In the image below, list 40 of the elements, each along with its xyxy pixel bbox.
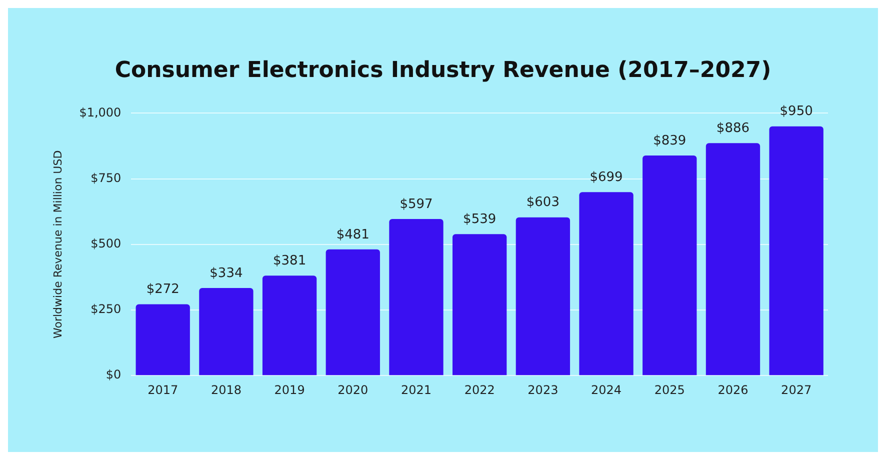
x-tick-label: 2022: [464, 382, 495, 397]
x-tick-label: 2019: [274, 382, 305, 397]
data-label: $839: [653, 133, 686, 148]
bar: [389, 218, 444, 376]
x-tick-label: 2024: [591, 382, 622, 397]
data-label: $539: [463, 212, 496, 228]
data-label: $272: [146, 282, 180, 298]
x-tick-label: 2018: [210, 382, 242, 397]
bar: [516, 217, 570, 376]
y-tick-label: $750: [90, 170, 122, 185]
bar: [452, 234, 507, 376]
bar: [579, 192, 634, 376]
bar: [199, 288, 254, 376]
x-tick-label: 2025: [654, 382, 685, 397]
y-axis-title: Worldwide Revenue in Million USD: [51, 150, 64, 338]
x-tick-label: 2020: [338, 382, 368, 397]
bar: [642, 155, 697, 376]
y-tick-label: $0: [106, 368, 122, 382]
x-tick-label: 2027: [781, 382, 812, 397]
x-tick-label: 2023: [528, 382, 558, 397]
data-label: $699: [590, 170, 623, 186]
data-label: $334: [210, 266, 243, 281]
x-tick-label: 2021: [400, 382, 432, 397]
data-label: $481: [336, 227, 370, 242]
data-label: $381: [273, 254, 306, 268]
bar: [326, 249, 380, 376]
y-tick-label: $250: [90, 302, 122, 316]
bar: [262, 276, 317, 376]
bar: [706, 143, 760, 376]
data-label: $603: [526, 195, 560, 210]
data-label: $597: [400, 196, 433, 212]
bar: [769, 126, 824, 376]
x-tick-label: 2017: [148, 382, 178, 397]
x-tick-label: 2026: [718, 382, 748, 397]
data-label: $886: [716, 120, 750, 136]
y-tick-label: $500: [90, 236, 122, 251]
y-tick-label: $1,000: [79, 105, 122, 120]
chart-title: Consumer Electronics Industry Revenue (2017–2027): [114, 58, 772, 83]
bar: [136, 304, 190, 376]
data-label: $950: [780, 104, 813, 120]
